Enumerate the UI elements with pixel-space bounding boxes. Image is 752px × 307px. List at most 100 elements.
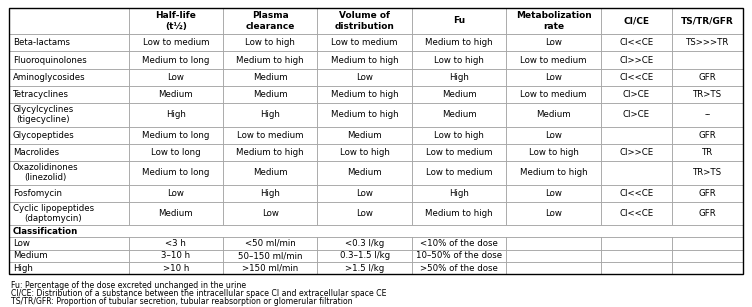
Text: CI>CE: CI>CE bbox=[623, 110, 650, 119]
Bar bbox=[317, 237, 412, 250]
Bar bbox=[601, 237, 672, 250]
Text: >150 ml/min: >150 ml/min bbox=[242, 264, 299, 273]
Text: Medium: Medium bbox=[253, 168, 287, 177]
Bar bbox=[506, 202, 601, 225]
Bar bbox=[601, 34, 672, 52]
Bar bbox=[601, 144, 672, 161]
Bar bbox=[672, 126, 743, 144]
Bar bbox=[223, 185, 317, 202]
Text: Medium to long: Medium to long bbox=[142, 56, 210, 64]
Bar bbox=[412, 144, 506, 161]
Text: Low to high: Low to high bbox=[434, 56, 484, 64]
Bar bbox=[129, 86, 223, 103]
Text: CI>>CE: CI>>CE bbox=[619, 56, 653, 64]
Text: Low: Low bbox=[262, 209, 279, 218]
Bar bbox=[9, 185, 129, 202]
Bar bbox=[129, 52, 223, 68]
Text: Medium to high: Medium to high bbox=[426, 38, 493, 47]
Text: Metabolization
rate: Metabolization rate bbox=[516, 11, 592, 30]
Bar bbox=[672, 8, 743, 34]
Text: Medium: Medium bbox=[442, 110, 477, 119]
Bar bbox=[9, 250, 129, 262]
Bar bbox=[412, 237, 506, 250]
Bar bbox=[317, 144, 412, 161]
Text: Low to high: Low to high bbox=[245, 38, 296, 47]
Text: Medium: Medium bbox=[347, 131, 382, 140]
Bar bbox=[412, 34, 506, 52]
Text: Medium: Medium bbox=[159, 209, 193, 218]
Text: Low: Low bbox=[356, 188, 373, 198]
Text: Low to medium: Low to medium bbox=[520, 56, 587, 64]
Bar bbox=[601, 86, 672, 103]
Text: High: High bbox=[449, 73, 469, 82]
Bar bbox=[9, 68, 129, 86]
Bar bbox=[129, 68, 223, 86]
Text: Fosfomycin: Fosfomycin bbox=[13, 188, 62, 198]
Bar bbox=[129, 8, 223, 34]
Bar bbox=[223, 262, 317, 274]
Text: Glycylcyclines
(tigecycline): Glycylcyclines (tigecycline) bbox=[13, 105, 74, 124]
Bar bbox=[223, 34, 317, 52]
Bar bbox=[506, 250, 601, 262]
Text: Fluoroquinolones: Fluoroquinolones bbox=[13, 56, 86, 64]
Text: TR: TR bbox=[702, 148, 713, 157]
Bar bbox=[129, 250, 223, 262]
Bar bbox=[223, 250, 317, 262]
Bar bbox=[412, 68, 506, 86]
Bar bbox=[506, 34, 601, 52]
Text: >1.5 l/kg: >1.5 l/kg bbox=[345, 264, 384, 273]
Bar bbox=[506, 185, 601, 202]
Text: Low: Low bbox=[356, 209, 373, 218]
Text: Low to medium: Low to medium bbox=[332, 38, 398, 47]
Bar bbox=[317, 202, 412, 225]
Bar bbox=[672, 237, 743, 250]
Bar bbox=[412, 126, 506, 144]
Bar bbox=[672, 262, 743, 274]
Bar bbox=[317, 161, 412, 185]
Bar bbox=[129, 103, 223, 126]
Bar bbox=[129, 161, 223, 185]
Bar bbox=[129, 237, 223, 250]
Bar bbox=[412, 8, 506, 34]
Text: Medium to high: Medium to high bbox=[236, 56, 304, 64]
Text: Fu: Percentage of the dose excreted unchanged in the urine: Fu: Percentage of the dose excreted unch… bbox=[11, 281, 246, 290]
Text: GFR: GFR bbox=[699, 188, 717, 198]
Text: Medium to high: Medium to high bbox=[520, 168, 587, 177]
Bar bbox=[317, 68, 412, 86]
Text: TS>>>TR: TS>>>TR bbox=[686, 38, 729, 47]
Bar bbox=[317, 262, 412, 274]
Bar bbox=[129, 144, 223, 161]
Text: Medium: Medium bbox=[253, 90, 287, 99]
Bar bbox=[601, 262, 672, 274]
Bar bbox=[317, 8, 412, 34]
Bar bbox=[412, 185, 506, 202]
Text: Low: Low bbox=[545, 209, 562, 218]
Bar bbox=[672, 68, 743, 86]
Text: CI<<CE: CI<<CE bbox=[619, 73, 653, 82]
Text: Medium: Medium bbox=[347, 168, 382, 177]
Bar bbox=[412, 250, 506, 262]
Text: Medium: Medium bbox=[253, 73, 287, 82]
Bar bbox=[9, 202, 129, 225]
Text: Medium to high: Medium to high bbox=[236, 148, 304, 157]
Text: Plasma
clearance: Plasma clearance bbox=[246, 11, 295, 30]
Text: Low: Low bbox=[545, 73, 562, 82]
Bar bbox=[9, 52, 129, 68]
Text: Medium: Medium bbox=[536, 110, 571, 119]
Bar bbox=[9, 225, 743, 237]
Bar bbox=[672, 202, 743, 225]
Bar bbox=[9, 103, 129, 126]
Bar bbox=[601, 202, 672, 225]
Text: Low to medium: Low to medium bbox=[237, 131, 304, 140]
Text: Low to medium: Low to medium bbox=[426, 148, 493, 157]
Bar bbox=[9, 34, 129, 52]
Bar bbox=[9, 8, 129, 34]
Text: Low: Low bbox=[168, 188, 184, 198]
Bar bbox=[601, 250, 672, 262]
Text: Low to high: Low to high bbox=[434, 131, 484, 140]
Text: Macrolides: Macrolides bbox=[13, 148, 59, 157]
Bar bbox=[317, 126, 412, 144]
Text: --: -- bbox=[705, 110, 711, 119]
Bar bbox=[223, 52, 317, 68]
Bar bbox=[412, 52, 506, 68]
